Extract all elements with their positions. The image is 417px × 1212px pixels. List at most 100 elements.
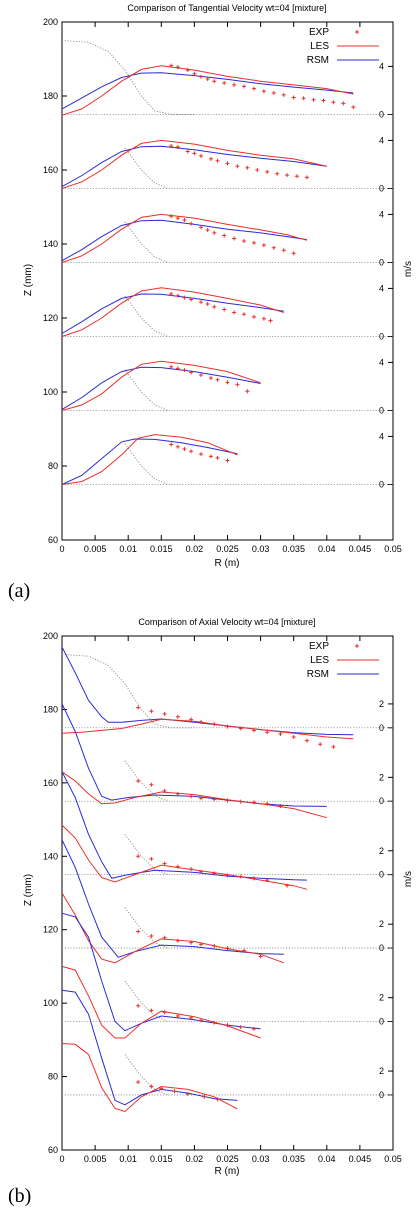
les-line	[61, 892, 284, 964]
x-tick-label: 0.04	[318, 1154, 336, 1164]
les-line	[61, 287, 284, 337]
exp-point	[261, 89, 266, 94]
exp-point	[182, 295, 187, 300]
exp-point	[208, 156, 213, 161]
y-tick-label: 120	[43, 313, 58, 323]
x-tick-label: 0.02	[186, 1154, 204, 1164]
plot-area: 0 0.005 0.01 0.015 0.02 0.025 0.03 0.035 0.04 0.0…	[43, 631, 402, 1164]
exp-point	[242, 948, 247, 953]
exp-point	[251, 1026, 256, 1031]
exp-point	[271, 91, 276, 96]
rsm-line	[61, 703, 327, 807]
x-tick-label: 0.005	[84, 1154, 107, 1164]
exp-point	[189, 867, 194, 872]
exp-point	[149, 709, 154, 714]
les-line	[61, 1043, 238, 1113]
exp-point	[212, 797, 217, 802]
y2-tick-label: 4	[379, 209, 384, 219]
exp-point	[225, 724, 230, 729]
exp-point	[199, 942, 204, 947]
exp-point	[318, 742, 323, 747]
y2-tick-label: 2	[379, 993, 384, 1003]
x-tick-label: 0.025	[216, 1154, 239, 1164]
exp-point	[291, 95, 296, 100]
x-axis-label: R (m)	[215, 558, 240, 569]
exp-point	[251, 800, 256, 805]
exp-point	[251, 728, 256, 733]
y2-axis-label: m/s	[403, 871, 414, 887]
exp-point	[149, 1008, 154, 1013]
exp-point	[238, 1025, 243, 1030]
exp-point	[189, 449, 194, 454]
exp-point	[185, 68, 190, 73]
exp-point	[238, 799, 243, 804]
x-tick-label: 0.03	[252, 1154, 270, 1164]
exp-point	[225, 458, 230, 463]
exp-point	[182, 217, 187, 222]
exp-point	[215, 377, 220, 382]
legend-exp-marker	[355, 30, 359, 34]
exp-point	[189, 794, 194, 799]
exp-point	[265, 801, 270, 806]
guide-curve	[124, 147, 169, 189]
exp-point	[136, 779, 141, 784]
y2-tick-label: 2	[379, 846, 384, 856]
exp-point	[169, 291, 174, 296]
legend-label: LES	[310, 655, 329, 666]
exp-point	[162, 1010, 167, 1015]
exp-point	[189, 717, 194, 722]
exp-point	[192, 151, 197, 156]
exp-point	[175, 1013, 180, 1018]
exp-point	[189, 940, 194, 945]
exp-point	[182, 368, 187, 373]
exp-point	[278, 803, 283, 808]
les-line	[61, 965, 261, 1039]
exp-point	[149, 933, 154, 938]
y-tick-label: 80	[48, 1072, 58, 1082]
exp-point	[136, 929, 141, 934]
exp-point	[162, 935, 167, 940]
y2-tick-label: 4	[379, 61, 384, 71]
exp-point	[251, 240, 256, 245]
exp-point	[212, 871, 217, 876]
exp-point	[175, 216, 180, 221]
x-axis-label: R (m)	[215, 1166, 240, 1177]
exp-point	[169, 214, 174, 219]
guide-curve	[124, 907, 169, 949]
y-tick-label: 180	[43, 91, 58, 101]
x-tick-label: 0.02	[186, 544, 204, 554]
exp-point	[242, 239, 247, 244]
exp-point	[136, 1003, 141, 1008]
exp-point	[189, 297, 194, 302]
exp-point	[208, 454, 213, 459]
y-axis-label: Z (mm)	[23, 264, 34, 296]
plot-frame	[61, 635, 394, 1151]
exp-point	[232, 310, 237, 315]
y-tick-label: 200	[43, 631, 58, 641]
x-tick-label: 0.01	[119, 544, 137, 554]
les-line	[61, 771, 327, 819]
exp-point	[182, 446, 187, 451]
exp-point	[136, 705, 141, 710]
exp-point	[278, 732, 283, 737]
exp-point	[222, 81, 227, 86]
y-tick-label: 180	[43, 704, 58, 714]
les-line	[61, 360, 261, 411]
y2-tick-label: 2	[379, 919, 384, 929]
exp-point	[208, 375, 213, 380]
exp-point	[136, 1080, 141, 1085]
x-tick-label: 0.015	[150, 544, 173, 554]
exp-point	[175, 864, 180, 869]
chart-title: Comparison of Axial Velocity wt=04 [mixt…	[138, 617, 315, 627]
exp-point	[169, 442, 174, 447]
exp-point	[169, 63, 174, 68]
exp-point	[199, 74, 204, 79]
exp-point	[225, 380, 230, 385]
y-tick-label: 120	[43, 925, 58, 935]
exp-point	[212, 943, 217, 948]
exp-point	[261, 316, 266, 321]
exp-point	[251, 876, 256, 881]
x-tick-label: 0.035	[282, 544, 305, 554]
exp-point	[331, 100, 336, 105]
